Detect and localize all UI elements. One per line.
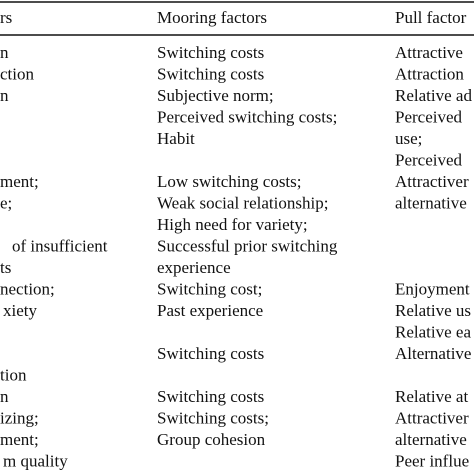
table-cell: Past experience — [157, 301, 263, 320]
header-cell: rs — [0, 8, 12, 27]
table-cell: Weak social relationship; — [157, 193, 328, 212]
table-cell: ment; — [0, 430, 39, 449]
table-cell: ts — [0, 258, 11, 277]
table-cell: Switching costs — [157, 344, 264, 363]
table-cell: nection; — [0, 279, 55, 298]
table-cell: Peer influe — [395, 451, 469, 470]
table-cell: of insufficient — [12, 236, 108, 255]
table-cell: e; — [0, 193, 12, 212]
table-cell: xiety — [3, 301, 37, 320]
table-cell: Relative ad — [395, 86, 472, 105]
table-cell: Switching costs; — [157, 408, 269, 427]
table-cell: ction — [0, 64, 34, 83]
table-cell: tion — [0, 365, 27, 384]
table-cell: Switching costs — [157, 387, 264, 406]
table-cell: izing; — [0, 408, 39, 427]
table-cell: use; — [395, 129, 422, 148]
table-cell: Low switching costs; — [157, 172, 302, 191]
table-cell: Relative at — [395, 387, 468, 406]
table-cell: Perceived switching costs; — [157, 107, 337, 126]
header-cell: Pull factor — [395, 8, 467, 27]
table-cell: Relative ea — [395, 322, 471, 341]
table-cell: Attractiver — [395, 172, 469, 191]
table-cell: m quality — [3, 451, 68, 470]
table-cell: Perceived — [395, 150, 463, 169]
table-cell: High need for variety; — [157, 215, 308, 234]
table-cell: Subjective norm; — [157, 86, 274, 105]
table-cell: Perceived — [395, 107, 463, 126]
table-cell: n — [0, 43, 9, 62]
table-cell: n — [0, 387, 9, 406]
table-cell: Successful prior switching — [157, 236, 338, 255]
table-cell: Enjoyment — [395, 279, 470, 298]
table-cell: alternative — [395, 430, 467, 449]
table-cell: n — [0, 86, 9, 105]
table-cell: experience — [157, 258, 231, 277]
table-cell: Alternative — [395, 344, 471, 363]
table-cell: Attractiver — [395, 408, 469, 427]
table-cell: Switching costs — [157, 64, 264, 83]
table-cell: Relative us — [395, 301, 471, 320]
header-cell: Mooring factors — [157, 8, 267, 27]
table-cell: Habit — [157, 129, 195, 148]
table-cell: Switching cost; — [157, 279, 262, 298]
table-cell: alternative — [395, 193, 467, 212]
table-cell: ment; — [0, 172, 39, 191]
table-cell: Attraction — [395, 64, 464, 83]
table-cell: Attractive — [395, 43, 463, 62]
table-cell: Group cohesion — [157, 430, 266, 449]
table-cell: Switching costs — [157, 43, 264, 62]
